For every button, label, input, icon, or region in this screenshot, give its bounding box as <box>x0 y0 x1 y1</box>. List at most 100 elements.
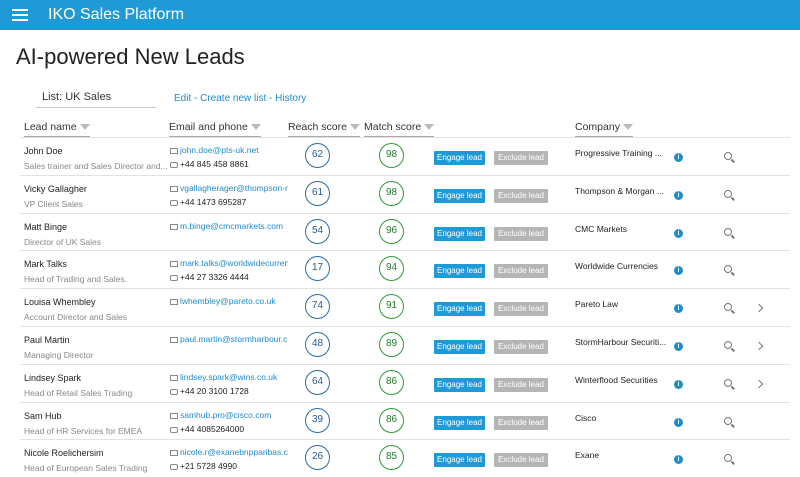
list-link[interactable]: Create new list <box>200 93 267 104</box>
reach-score: 64 <box>305 369 330 395</box>
expand-chevron[interactable] <box>754 341 764 351</box>
engage-button[interactable]: Engage lead <box>434 151 485 165</box>
match-score: 89 <box>379 332 404 357</box>
lead-email[interactable]: nicole.r@exanebnpparibas.cc <box>180 447 288 458</box>
lead-email[interactable]: samhub.pro@cisco.com <box>180 409 272 420</box>
exclude-button[interactable]: Exclude lead <box>494 453 548 468</box>
match-score: 86 <box>379 369 404 395</box>
search-icon[interactable] <box>724 189 732 198</box>
info-icon[interactable]: i <box>674 304 683 314</box>
lead-name[interactable]: Nicole Roelichersim <box>24 448 104 459</box>
lead-name[interactable]: Louisa Whembley <box>24 297 96 308</box>
lead-email[interactable]: paul.martin@stormharbour.c <box>180 334 288 344</box>
lead-email[interactable]: lindsey.spark@wins.co.uk <box>180 371 278 382</box>
lead-name[interactable]: John Doe <box>24 146 63 156</box>
exclude-button[interactable]: Exclude lead <box>494 415 548 430</box>
lead-role: Head of Trading and Sales. <box>24 274 128 285</box>
page-title: AI-powered New Leads <box>16 44 245 69</box>
info-icon[interactable]: i <box>674 190 683 200</box>
search-icon[interactable] <box>724 303 732 312</box>
row-divider <box>20 326 790 327</box>
info-icon[interactable]: i <box>674 455 683 465</box>
search-icon[interactable] <box>724 227 732 236</box>
email-icon <box>170 337 178 343</box>
engage-button[interactable]: Engage lead <box>434 453 485 468</box>
row-divider <box>20 439 790 441</box>
email-icon <box>170 412 178 419</box>
lead-name[interactable]: Paul Martin <box>24 335 70 345</box>
app-title: IKO Sales Platform <box>48 6 185 23</box>
info-icon[interactable]: i <box>674 266 683 276</box>
lead-email[interactable]: john.doe@pts-uk.net <box>180 145 259 155</box>
list-link[interactable]: Edit <box>174 93 192 104</box>
column-header[interactable]: Reach score <box>288 121 360 137</box>
row-divider <box>20 250 790 252</box>
menu-button[interactable] <box>12 9 28 21</box>
list-selector[interactable]: List: UK Sales <box>36 88 156 108</box>
exclude-button[interactable]: Exclude lead <box>494 377 548 392</box>
exclude-button[interactable]: Exclude lead <box>494 151 548 165</box>
company-name[interactable]: Worldwide Currencies <box>575 261 658 272</box>
exclude-button[interactable]: Exclude lead <box>494 188 548 203</box>
engage-button[interactable]: Engage lead <box>434 377 485 392</box>
lead-email[interactable]: vgallagherager@thompson-m <box>180 182 288 193</box>
info-icon[interactable]: i <box>674 417 683 427</box>
phone-icon <box>170 275 178 282</box>
lead-name[interactable]: Lindsey Spark <box>24 372 82 383</box>
info-icon[interactable]: i <box>674 342 683 351</box>
lead-role: Managing Director <box>24 350 94 360</box>
expand-chevron[interactable] <box>754 379 764 389</box>
reach-score: 54 <box>305 218 330 244</box>
engage-button[interactable]: Engage lead <box>434 415 485 430</box>
search-icon[interactable] <box>724 265 732 274</box>
search-icon[interactable] <box>724 152 732 160</box>
lead-name[interactable]: Vicky Gallagher <box>24 183 87 194</box>
email-icon <box>170 299 178 306</box>
link-separator: - <box>266 93 276 104</box>
exclude-button[interactable]: Exclude lead <box>494 264 548 279</box>
exclude-button[interactable]: Exclude lead <box>494 340 548 354</box>
info-icon[interactable]: i <box>674 379 683 389</box>
company-name[interactable]: StormHarbour Securiti... <box>575 337 667 347</box>
company-name[interactable]: Thompson & Morgan ... <box>575 185 664 196</box>
company-name[interactable]: Exane <box>575 450 600 461</box>
engage-button[interactable]: Engage lead <box>434 226 485 241</box>
exclude-button[interactable]: Exclude lead <box>494 302 548 317</box>
lead-email[interactable]: m.binge@cmcmarkets.com <box>180 220 284 231</box>
search-icon[interactable] <box>724 454 732 463</box>
column-header[interactable]: Lead name <box>24 121 90 137</box>
company-name[interactable]: Winterflood Securities <box>575 374 658 385</box>
column-header[interactable]: Match score <box>364 121 435 137</box>
email-icon <box>170 223 178 230</box>
engage-button[interactable]: Engage lead <box>434 264 485 279</box>
engage-button[interactable]: Engage lead <box>434 340 485 354</box>
row-divider <box>20 363 790 365</box>
row-divider <box>20 401 790 403</box>
column-header[interactable]: Company <box>575 121 633 137</box>
exclude-button[interactable]: Exclude lead <box>494 226 548 241</box>
lead-email[interactable]: lwhembley@pareto.co.uk <box>180 296 276 307</box>
lead-name[interactable]: Mark Talks <box>24 259 67 270</box>
email-icon <box>170 450 178 457</box>
info-icon[interactable]: i <box>674 153 683 162</box>
company-name[interactable]: Progressive Training ... <box>575 148 662 158</box>
search-icon[interactable] <box>724 378 732 387</box>
lead-email[interactable]: mark.talks@worldwidecurren <box>180 258 288 269</box>
company-name[interactable]: CMC Markets <box>575 223 627 234</box>
lead-name[interactable]: Matt Binge <box>24 221 68 232</box>
info-icon[interactable]: i <box>674 228 683 238</box>
lead-name[interactable]: Sam Hub <box>24 410 62 421</box>
reach-score: 26 <box>305 445 330 471</box>
engage-button[interactable]: Engage lead <box>434 302 485 317</box>
company-name[interactable]: Pareto Law <box>575 299 618 310</box>
list-link[interactable]: History <box>275 93 307 104</box>
search-icon[interactable] <box>724 341 732 349</box>
search-icon[interactable] <box>724 416 732 425</box>
email-icon <box>170 261 178 268</box>
expand-chevron[interactable] <box>754 303 764 313</box>
column-header[interactable]: Email and phone <box>169 121 261 137</box>
match-score: 91 <box>379 294 404 320</box>
engage-button[interactable]: Engage lead <box>434 188 485 203</box>
company-name[interactable]: Cisco <box>575 412 597 423</box>
lead-phone: +44 27 3326 4444 <box>180 272 249 283</box>
